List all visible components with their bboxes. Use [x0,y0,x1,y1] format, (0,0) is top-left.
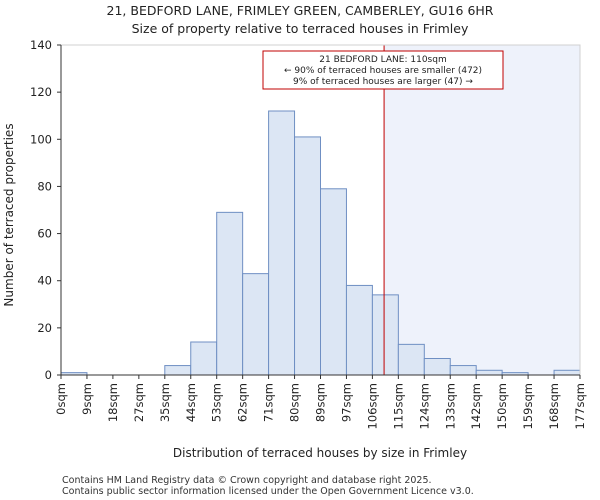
x-tick-label: 35sqm [158,383,172,422]
x-tick-label: 27sqm [132,383,146,422]
y-tick-label: 0 [45,368,52,382]
x-tick-label: 150sqm [495,383,509,429]
y-tick-label: 40 [37,274,52,288]
x-axis-label: Distribution of terraced houses by size … [173,446,467,460]
x-tick-label: 62sqm [236,383,250,422]
x-ticks: 0sqm 9sqm 18sqm 27sqm 35sqm 44sqm 53sqm 62sqm 71… [54,375,587,429]
x-tick-label: 18sqm [106,383,120,422]
x-tick-label: 168sqm [547,383,561,429]
bar [371,294,399,376]
annotation-line-2: ← 90% of terraced houses are smaller (47… [284,66,482,76]
y-axis-label: Number of terraced properties [2,123,16,306]
bar [423,358,451,376]
footer-line-1: Contains HM Land Registry data © Crown c… [62,475,432,486]
x-tick-label: 159sqm [521,383,535,429]
x-tick-label: 44sqm [184,383,198,422]
x-tick-label: 133sqm [443,383,457,429]
bar [449,365,477,376]
annotation-border [262,50,504,90]
x-tick-label: 0sqm [54,383,68,415]
chart-title: 21, BEDFORD LANE, FRIMLEY GREEN, CAMBERL… [107,3,494,18]
y-tick-label: 120 [30,85,52,99]
x-tick-label: 142sqm [469,383,483,429]
bar [164,365,192,376]
bar [216,211,244,376]
bar [320,188,347,376]
bar [268,110,296,376]
x-tick-label: 106sqm [365,383,379,429]
bar [475,369,503,376]
bar [397,343,425,376]
chart-subtitle: Size of property relative to terraced ho… [132,21,469,36]
x-tick-label: 97sqm [339,383,353,422]
annotation-line-1: 21 BEDFORD LANE: 110sqm [319,55,446,65]
y-ticks: 0 20 40 60 80 100 120 140 [30,38,61,382]
x-tick-label: 115sqm [391,383,405,429]
bar [242,273,270,376]
highlight-region [384,45,580,375]
bars [60,110,581,376]
bar [294,136,321,376]
y-tick-label: 140 [30,38,52,52]
annotation-line-3: 9% of terraced houses are larger (47) → [293,77,473,87]
bar [345,284,373,376]
x-tick-label: 80sqm [288,383,302,422]
x-tick-label: 89sqm [314,383,328,422]
plot-area: 0 20 40 60 80 100 120 140 0sqm 9sqm 18sqm 27sqm 35s… [30,38,587,429]
x-tick-label: 71sqm [262,383,276,422]
bar [553,369,581,376]
y-tick-label: 20 [37,321,52,335]
x-tick-label: 9sqm [80,383,94,415]
bar [190,341,218,376]
x-tick-label: 124sqm [417,383,431,429]
y-tick-label: 80 [37,179,52,193]
x-tick-label: 177sqm [573,383,587,429]
y-tick-label: 100 [30,132,52,146]
annotation-box: 21 BEDFORD LANE: 110sqm ← 90% of terrace… [262,50,504,90]
x-tick-label: 53sqm [210,383,224,422]
footer-line-2: Contains public sector information licen… [62,486,474,497]
y-tick-label: 60 [37,227,52,241]
